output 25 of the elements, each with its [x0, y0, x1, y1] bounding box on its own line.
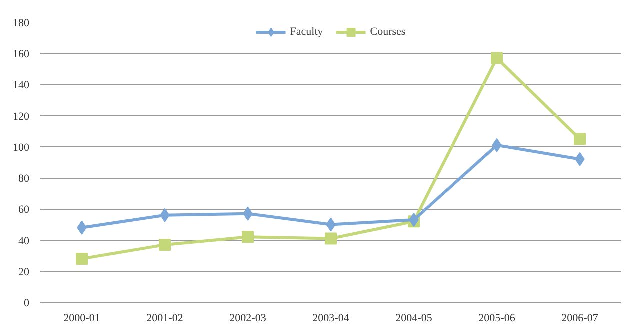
point: [242, 231, 254, 244]
y-tick-label: 100: [13, 142, 30, 154]
y-tick-label: 120: [13, 110, 30, 123]
x-tick-label: 2001-02: [146, 312, 184, 324]
point: [159, 238, 171, 251]
x-tick-label: 2000-01: [64, 312, 100, 324]
point: [491, 52, 503, 64]
y-tick-label: 20: [18, 266, 30, 278]
y-tick-label: 140: [13, 80, 30, 92]
x-tick-label: 2003-04: [312, 312, 350, 324]
y-tick-label: 0: [24, 298, 30, 310]
x-tick-label: 2002-03: [230, 312, 267, 324]
y-tick-label: 40: [18, 235, 30, 248]
x-tick-label: 2005-06: [478, 312, 516, 324]
x-tick-label: 2006-07: [562, 312, 599, 324]
y-tick-label: 80: [18, 173, 30, 186]
point: [574, 133, 586, 146]
point: [76, 252, 88, 265]
x-tick-label: 2004-05: [396, 312, 433, 324]
y-tick-label: 160: [13, 48, 30, 61]
legend-label: Courses: [370, 26, 406, 38]
point: [325, 232, 337, 245]
y-tick-label: 60: [18, 204, 30, 216]
legend-label: Faculty: [290, 26, 324, 38]
y-tick-label: 180: [13, 18, 30, 30]
